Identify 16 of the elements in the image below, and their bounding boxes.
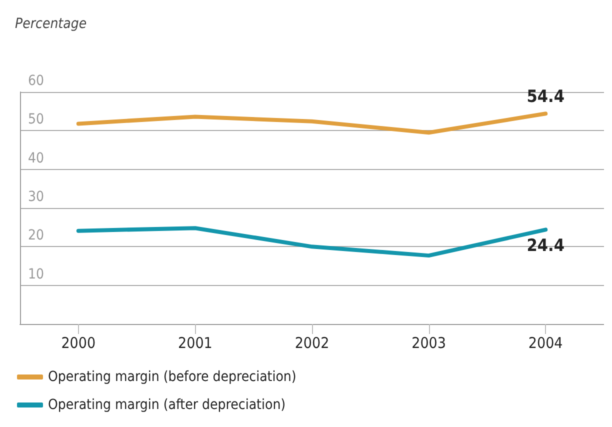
data-label: 24.4: [526, 236, 564, 256]
y-tick-label: 50: [28, 112, 44, 128]
y-tick-label: 30: [28, 189, 44, 205]
x-tick-label: 2004: [528, 334, 563, 352]
data-label: 54.4: [526, 87, 564, 108]
y-tick-label: 60: [28, 73, 44, 89]
y-axis-title: Percentage: [15, 16, 87, 32]
x-tick-label: 2002: [294, 334, 330, 352]
x-tick-label: 2000: [61, 334, 96, 352]
x-tick-label: 2001: [178, 334, 212, 352]
y-tick-label: 20: [28, 228, 44, 244]
legend-label: Operating margin (after depreciation): [48, 397, 286, 413]
legend-label: Operating margin (before depreciation): [48, 369, 296, 385]
y-tick-label: 10: [28, 266, 44, 282]
y-tick-label: 40: [28, 150, 44, 166]
x-tick-label: 2003: [412, 334, 446, 352]
